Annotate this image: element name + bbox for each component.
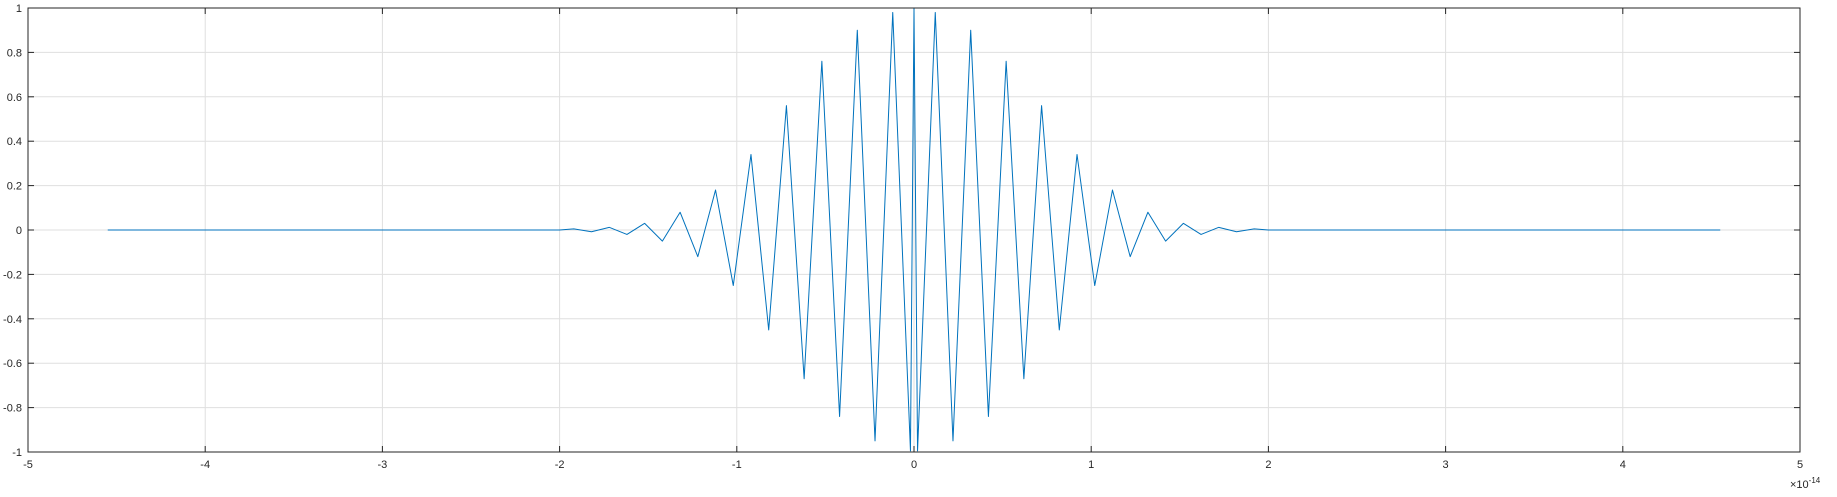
y-tick-label: 0.8 <box>7 47 22 59</box>
y-tick-label: -1 <box>12 447 22 459</box>
labels-layer: -5 -4 -3 -2 -1 0 1 2 3 4 5 -1 -0.8 -0.6 -0.4 -0.2 0 0.2 0.… <box>3 3 1803 471</box>
y-tick-label: 1 <box>16 3 22 15</box>
x-exponent-base: ×10 <box>1790 479 1809 491</box>
x-tick-label: 4 <box>1620 459 1626 471</box>
x-tick-label: -3 <box>378 459 388 471</box>
x-tick-label: 5 <box>1797 459 1803 471</box>
y-tick-label: -0.4 <box>3 314 22 326</box>
y-tick-label: 0 <box>16 225 22 237</box>
x-exponent-label: ×10-14 <box>1790 476 1821 491</box>
y-tick-label: -0.6 <box>3 358 22 370</box>
x-tick-label: 2 <box>1265 459 1271 471</box>
x-tick-label: 1 <box>1088 459 1094 471</box>
axes-box <box>27 7 1801 453</box>
x-tick-label: -5 <box>23 459 33 471</box>
y-tick-label: -0.2 <box>3 269 22 281</box>
x-tick-label: -4 <box>200 459 210 471</box>
y-tick-label: 0.2 <box>7 181 22 193</box>
x-exponent-power: -14 <box>1809 476 1821 485</box>
x-tick-label: -2 <box>555 459 565 471</box>
y-tick-label: 0.4 <box>7 136 22 148</box>
x-tick-label: 3 <box>1443 459 1449 471</box>
x-tick-label: 0 <box>911 459 917 471</box>
y-tick-label: 0.6 <box>7 92 22 104</box>
y-tick-label: -0.8 <box>3 403 22 415</box>
x-tick-label: -1 <box>732 459 742 471</box>
